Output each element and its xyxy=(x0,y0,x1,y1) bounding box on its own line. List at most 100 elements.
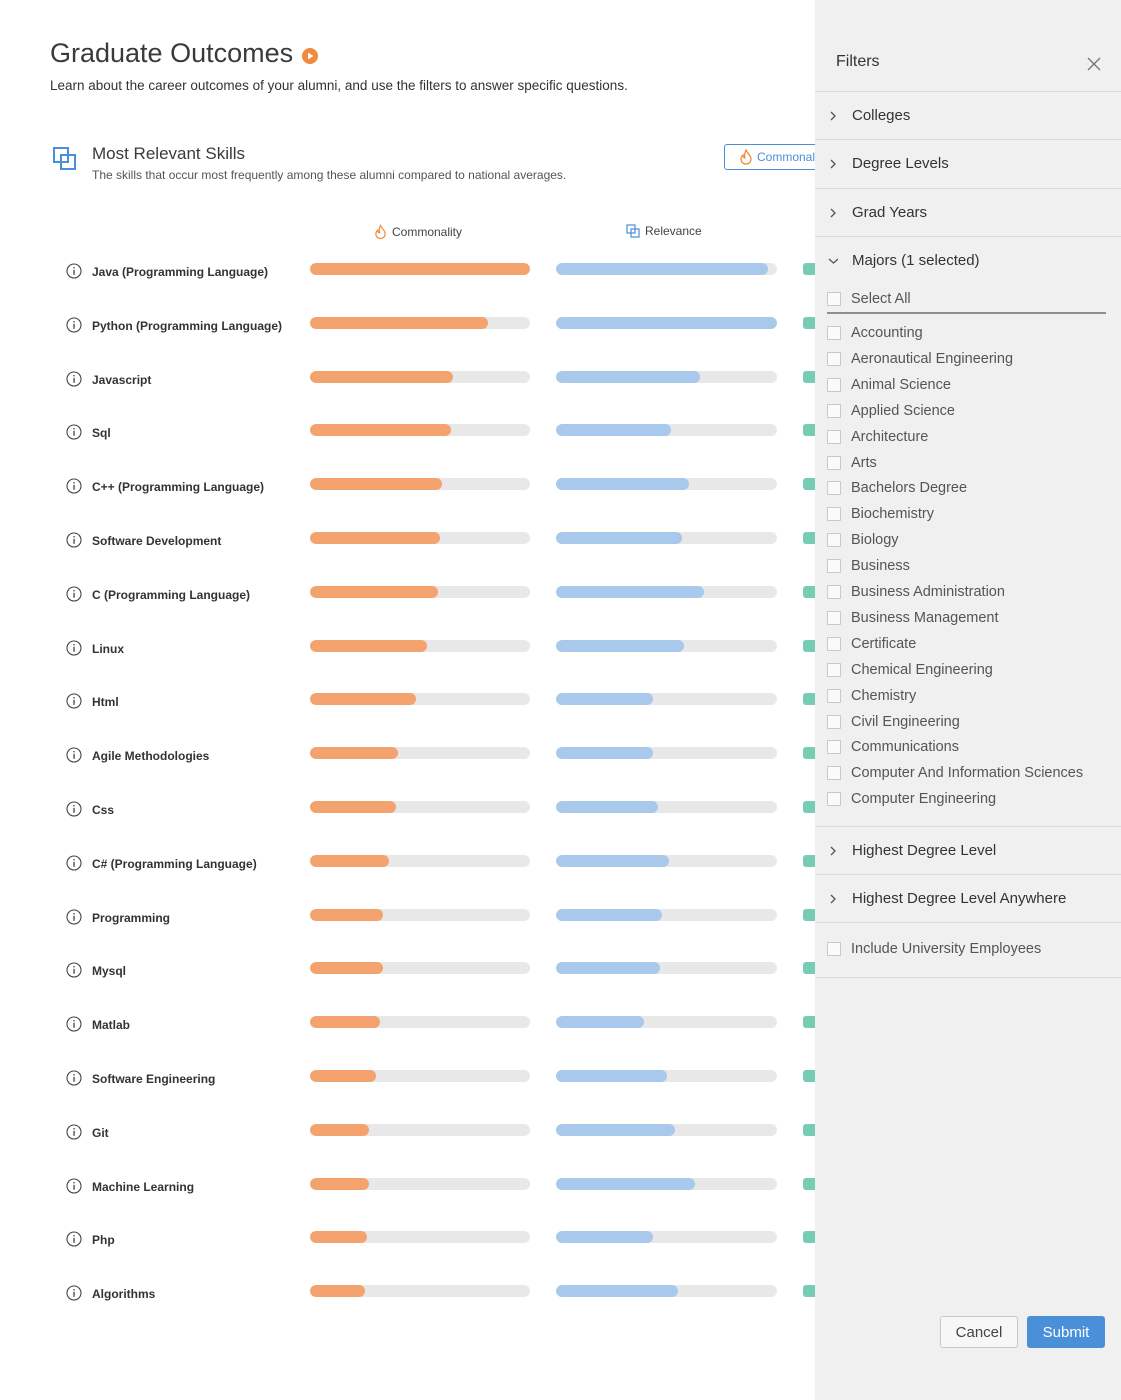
major-checkbox[interactable]: Chemical Engineering xyxy=(827,659,993,681)
third-metric-bar xyxy=(803,1231,815,1244)
info-icon[interactable] xyxy=(66,263,82,279)
checkbox[interactable] xyxy=(827,403,841,418)
info-icon[interactable] xyxy=(66,909,82,925)
major-checkbox[interactable]: Chemistry xyxy=(827,685,916,707)
commonality-bar-track xyxy=(310,263,530,275)
page-title: Graduate Outcomes xyxy=(50,38,319,69)
commonality-bar-track xyxy=(310,1123,530,1136)
checkbox[interactable] xyxy=(827,688,841,703)
major-checkbox[interactable]: Aeronautical Engineering xyxy=(827,348,1013,370)
skill-row: Python (Programming Language) xyxy=(0,300,815,354)
checkbox[interactable] xyxy=(827,377,841,392)
include-employees-checkbox[interactable]: Include University Employees xyxy=(827,938,1041,960)
info-icon[interactable] xyxy=(66,532,82,548)
major-checkbox[interactable]: Animal Science xyxy=(827,374,951,396)
major-checkbox[interactable]: Biology xyxy=(827,529,899,551)
third-metric-bar xyxy=(803,424,815,437)
checkbox[interactable] xyxy=(827,533,841,548)
info-icon[interactable] xyxy=(66,424,82,440)
info-icon[interactable] xyxy=(66,1177,82,1194)
accordion-colleges[interactable]: Colleges xyxy=(815,91,1121,139)
relevance-bar-track xyxy=(556,1123,777,1136)
section-subtitle: The skills that occur most frequently am… xyxy=(92,168,567,182)
chevron-right-icon xyxy=(830,111,836,121)
checkbox[interactable] xyxy=(827,792,841,807)
info-icon[interactable] xyxy=(66,1124,82,1140)
checkbox[interactable] xyxy=(827,662,841,677)
major-checkbox[interactable]: Accounting xyxy=(827,322,923,344)
commonality-bar-fill xyxy=(310,585,438,598)
sort-commonality-button[interactable]: Commonal xyxy=(724,144,815,170)
major-checkbox[interactable]: Applied Science xyxy=(827,400,955,422)
checkbox[interactable] xyxy=(827,326,841,340)
major-checkbox[interactable]: Communications xyxy=(827,736,959,758)
checkbox[interactable] xyxy=(827,455,841,470)
skill-name: Programming xyxy=(92,910,171,925)
third-metric-bar xyxy=(803,1069,815,1082)
info-icon[interactable] xyxy=(66,747,82,763)
major-checkbox[interactable]: Business Management xyxy=(827,607,999,629)
skill-name: Machine Learning xyxy=(92,1179,195,1194)
accordion-degree-levels[interactable]: Degree Levels xyxy=(815,139,1121,187)
major-checkbox[interactable]: Computer Engineering xyxy=(827,788,996,808)
major-checkbox[interactable]: Certificate xyxy=(827,633,916,655)
third-metric-bar xyxy=(803,639,815,652)
third-metric-bar xyxy=(803,1016,815,1029)
majors-list[interactable]: Accounting Aeronautical Engineering Animal… xyxy=(815,318,1121,808)
relevance-bar-fill xyxy=(556,316,777,329)
info-icon[interactable] xyxy=(66,1016,82,1032)
major-checkbox[interactable]: Computer And Information Sciences xyxy=(827,762,1083,784)
column-header-relevance[interactable]: Relevance xyxy=(626,224,702,238)
major-checkbox[interactable]: Civil Engineering xyxy=(827,711,960,733)
submit-button[interactable]: Submit xyxy=(1027,1316,1105,1348)
major-checkbox[interactable]: Architecture xyxy=(827,426,928,448)
info-icon[interactable] xyxy=(66,801,82,817)
checkbox[interactable] xyxy=(827,507,841,522)
checkbox-label: Certificate xyxy=(851,635,917,652)
checkbox[interactable] xyxy=(827,292,841,306)
cancel-button[interactable]: Cancel xyxy=(940,1316,1018,1348)
major-checkbox[interactable]: Business xyxy=(827,555,910,577)
info-icon[interactable] xyxy=(66,1285,82,1301)
checkbox[interactable] xyxy=(827,481,841,496)
major-checkbox[interactable]: Business Administration xyxy=(827,581,1005,603)
major-checkbox[interactable]: Bachelors Degree xyxy=(827,477,967,499)
info-icon[interactable] xyxy=(66,371,82,387)
info-icon[interactable] xyxy=(66,586,82,602)
third-metric-bar xyxy=(803,263,815,275)
info-icon[interactable] xyxy=(66,640,82,656)
checkbox[interactable] xyxy=(827,610,841,625)
accordion-majors[interactable]: Majors (1 selected) xyxy=(815,236,1121,284)
checkbox[interactable] xyxy=(827,559,841,574)
accordion-grad-years[interactable]: Grad Years xyxy=(815,188,1121,236)
accordion-highest-degree-level[interactable]: Highest Degree Level xyxy=(815,826,1121,874)
info-icon[interactable] xyxy=(66,1070,82,1086)
checkbox[interactable] xyxy=(827,351,841,366)
info-icon[interactable] xyxy=(66,855,82,871)
play-icon[interactable] xyxy=(301,47,319,65)
close-icon[interactable] xyxy=(1087,57,1101,71)
info-icon[interactable] xyxy=(66,693,82,709)
info-icon[interactable] xyxy=(66,962,82,978)
select-all-checkbox[interactable]: Select All xyxy=(827,288,911,310)
accordion-highest-degree-level-anywhere[interactable]: Highest Degree Level Anywhere xyxy=(815,874,1121,922)
checkbox[interactable] xyxy=(827,740,841,755)
info-icon[interactable] xyxy=(66,1231,82,1247)
skill-row: Machine Learning xyxy=(0,1161,815,1215)
checkbox[interactable] xyxy=(827,942,841,956)
info-icon[interactable] xyxy=(66,478,82,494)
third-metric-bar xyxy=(803,1177,815,1190)
checkbox[interactable] xyxy=(827,429,841,444)
commonality-bar-fill xyxy=(310,747,398,760)
third-metric-bar xyxy=(803,854,815,867)
major-checkbox[interactable]: Biochemistry xyxy=(827,503,934,525)
major-checkbox[interactable]: Arts xyxy=(827,452,877,474)
checkbox[interactable] xyxy=(827,766,841,781)
relevance-bar-track xyxy=(556,370,777,383)
checkbox[interactable] xyxy=(827,636,841,651)
commonality-bar-fill xyxy=(310,908,383,921)
checkbox[interactable] xyxy=(827,585,841,599)
column-header-commonality[interactable]: Commonality xyxy=(374,224,462,240)
checkbox[interactable] xyxy=(827,714,841,729)
info-icon[interactable] xyxy=(66,317,82,333)
